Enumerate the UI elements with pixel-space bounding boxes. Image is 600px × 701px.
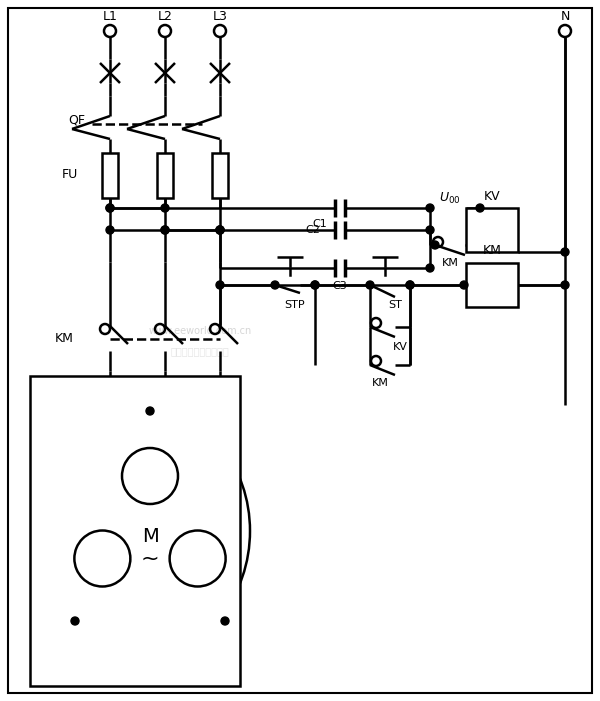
Text: C2: C2 [305, 225, 320, 235]
Circle shape [406, 281, 414, 289]
Text: M: M [142, 526, 158, 545]
Circle shape [216, 226, 224, 234]
Circle shape [106, 226, 114, 234]
Text: $U_{00}$: $U_{00}$ [439, 191, 461, 205]
Circle shape [476, 204, 484, 212]
Text: L1: L1 [103, 10, 118, 22]
Circle shape [216, 226, 224, 234]
Circle shape [221, 617, 229, 625]
Text: KV: KV [484, 189, 500, 203]
Circle shape [146, 407, 154, 415]
Text: KV: KV [392, 342, 407, 352]
Bar [466, 208, 518, 252]
Text: KM: KM [371, 378, 388, 388]
Circle shape [271, 281, 279, 289]
Text: L3: L3 [212, 10, 227, 22]
Text: C3: C3 [332, 281, 347, 291]
Bar [157, 153, 173, 198]
Text: KM: KM [482, 245, 502, 257]
Text: KM: KM [55, 332, 74, 346]
Circle shape [426, 204, 434, 212]
Text: C1: C1 [313, 219, 328, 229]
Text: ST: ST [388, 300, 402, 310]
Circle shape [161, 204, 169, 212]
Circle shape [460, 281, 468, 289]
Text: 杭州德睿科技有限公司: 杭州德睿科技有限公司 [170, 346, 229, 356]
Circle shape [426, 264, 434, 272]
Bar [102, 153, 118, 198]
Text: www.eeworld.com.cn: www.eeworld.com.cn [148, 326, 251, 336]
Circle shape [216, 281, 224, 289]
Circle shape [311, 281, 319, 289]
Circle shape [161, 226, 169, 234]
Text: FU: FU [62, 168, 78, 182]
Circle shape [161, 226, 169, 234]
Bar [212, 153, 228, 198]
Circle shape [561, 281, 569, 289]
Text: L2: L2 [158, 10, 172, 22]
Circle shape [426, 226, 434, 234]
Text: ~: ~ [140, 549, 160, 569]
Circle shape [311, 281, 319, 289]
Text: N: N [560, 10, 569, 22]
Bar [466, 263, 518, 307]
Text: KM: KM [442, 258, 458, 268]
Circle shape [106, 204, 114, 212]
Circle shape [71, 617, 79, 625]
Circle shape [106, 204, 114, 212]
Ellipse shape [50, 411, 250, 651]
Bar [30, 376, 240, 686]
Circle shape [216, 226, 224, 234]
Circle shape [431, 241, 439, 249]
Circle shape [366, 281, 374, 289]
Circle shape [406, 281, 414, 289]
Circle shape [561, 248, 569, 256]
Text: QF: QF [68, 114, 85, 126]
Text: STP: STP [284, 300, 305, 310]
